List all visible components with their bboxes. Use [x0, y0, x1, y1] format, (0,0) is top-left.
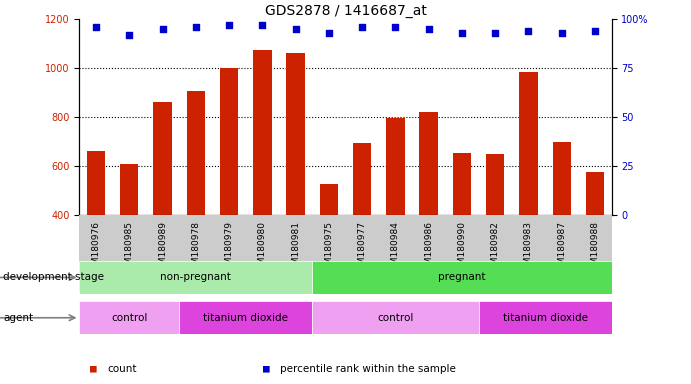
- Text: percentile rank within the sample: percentile rank within the sample: [280, 364, 456, 374]
- Bar: [153, 103, 172, 215]
- Title: GDS2878 / 1416687_at: GDS2878 / 1416687_at: [265, 4, 426, 18]
- Point: [190, 24, 201, 30]
- Point: [91, 24, 102, 30]
- Text: GSM180986: GSM180986: [424, 221, 433, 276]
- Point: [490, 30, 501, 36]
- Point: [124, 32, 135, 38]
- Text: ■: ■: [263, 364, 269, 374]
- Bar: [553, 142, 571, 215]
- Text: GSM180989: GSM180989: [158, 221, 167, 276]
- Text: GSM180988: GSM180988: [590, 221, 599, 276]
- Text: pregnant: pregnant: [438, 272, 486, 283]
- Text: count: count: [107, 364, 137, 374]
- Point: [323, 30, 334, 36]
- Point: [523, 28, 534, 34]
- Text: GSM180978: GSM180978: [191, 221, 200, 276]
- Point: [257, 22, 268, 28]
- Text: control: control: [377, 313, 414, 323]
- Text: agent: agent: [3, 313, 34, 323]
- Text: GSM180975: GSM180975: [324, 221, 333, 276]
- Bar: [419, 112, 438, 215]
- Point: [357, 24, 368, 30]
- Bar: [120, 164, 138, 215]
- Bar: [519, 72, 538, 215]
- Text: ■: ■: [90, 364, 97, 374]
- Point: [390, 24, 401, 30]
- Point: [589, 28, 600, 34]
- Bar: [320, 184, 338, 215]
- Text: control: control: [111, 313, 148, 323]
- Text: GSM180983: GSM180983: [524, 221, 533, 276]
- Text: GSM180980: GSM180980: [258, 221, 267, 276]
- Bar: [586, 172, 604, 215]
- Text: GSM180984: GSM180984: [391, 221, 400, 276]
- Bar: [386, 118, 404, 215]
- Text: GSM180977: GSM180977: [358, 221, 367, 276]
- Text: GSM180985: GSM180985: [125, 221, 134, 276]
- Text: GSM180981: GSM180981: [291, 221, 300, 276]
- Text: GSM180979: GSM180979: [225, 221, 234, 276]
- Bar: [187, 91, 205, 215]
- Bar: [486, 154, 504, 215]
- Text: titanium dioxide: titanium dioxide: [502, 313, 587, 323]
- Bar: [79, 261, 312, 294]
- Text: GSM180990: GSM180990: [457, 221, 466, 276]
- Bar: [253, 50, 272, 215]
- Text: development stage: development stage: [3, 272, 104, 283]
- Text: GSM180976: GSM180976: [92, 221, 101, 276]
- Text: titanium dioxide: titanium dioxide: [203, 313, 288, 323]
- Bar: [312, 261, 612, 294]
- Point: [423, 26, 434, 32]
- Bar: [287, 53, 305, 215]
- Point: [290, 26, 301, 32]
- Point: [556, 30, 567, 36]
- Bar: [312, 301, 478, 334]
- Bar: [179, 301, 312, 334]
- Bar: [353, 143, 371, 215]
- Text: GSM180987: GSM180987: [557, 221, 566, 276]
- Bar: [79, 301, 179, 334]
- Bar: [87, 151, 105, 215]
- Point: [157, 26, 168, 32]
- Bar: [478, 301, 612, 334]
- Point: [224, 22, 235, 28]
- Point: [456, 30, 467, 36]
- Text: non-pregnant: non-pregnant: [160, 272, 231, 283]
- Bar: [220, 68, 238, 215]
- Bar: [453, 152, 471, 215]
- Text: GSM180982: GSM180982: [491, 221, 500, 276]
